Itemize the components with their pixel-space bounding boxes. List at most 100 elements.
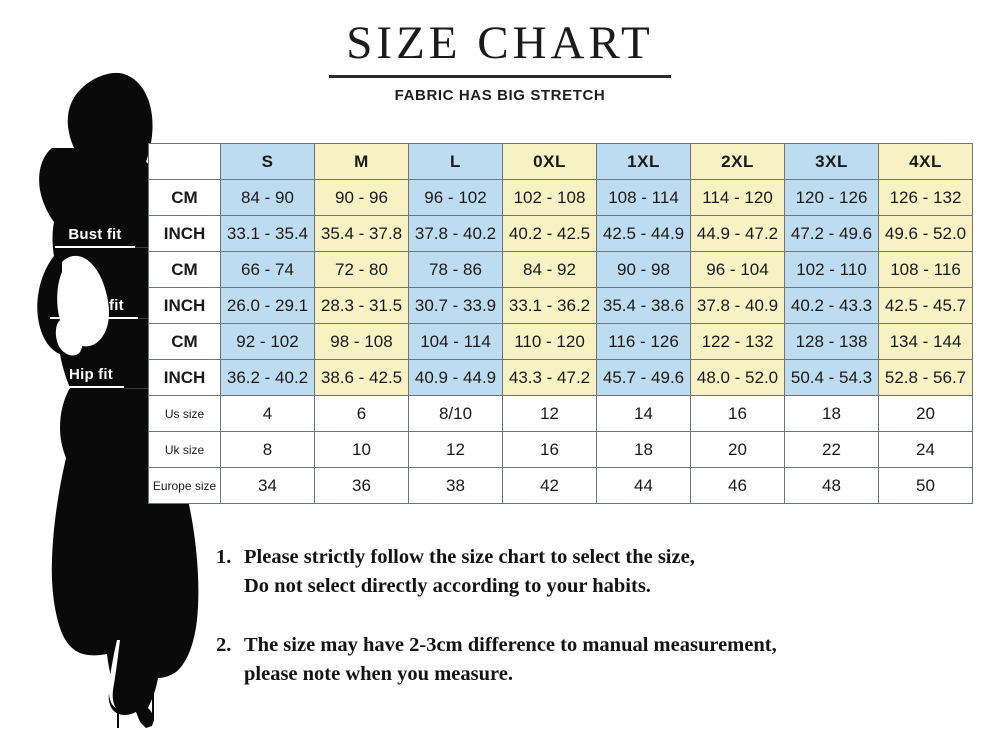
bust-fit-rule (55, 246, 135, 248)
cell-4xl-cm: 108 - 116 (878, 251, 973, 288)
waist-fit-text: Waist fit (64, 297, 124, 314)
cell-l-europe-size: 38 (408, 467, 503, 504)
cell-2xl-inch: 37.8 - 40.9 (690, 287, 785, 324)
cell-l-cm: 96 - 102 (408, 179, 503, 216)
cell-3xl-inch: 40.2 - 43.3 (784, 287, 879, 324)
cell-l-inch: 37.8 - 40.2 (408, 215, 503, 252)
cell-1xl-inch: 42.5 - 44.9 (596, 215, 691, 252)
column-header-m: M (314, 143, 409, 180)
cell-m-cm: 72 - 80 (314, 251, 409, 288)
cell-2xl-cm: 114 - 120 (690, 179, 785, 216)
row-label-inch: INCH (148, 215, 221, 252)
table-row: CM 66 - 74 72 - 80 78 - 86 84 - 92 90 - 98 96 … (148, 251, 973, 288)
cell-3xl-cm: 128 - 138 (784, 323, 879, 360)
cell-3xl-inch: 47.2 - 49.6 (784, 215, 879, 252)
cell-3xl-inch: 50.4 - 54.3 (784, 359, 879, 396)
cell-3xl-cm: 120 - 126 (784, 179, 879, 216)
cell-s-us-size: 4 (220, 395, 315, 432)
cell-3xl-uk-size: 22 (784, 431, 879, 468)
cell-2xl-europe-size: 46 (690, 467, 785, 504)
table-row: Us size 4 6 8/10 12 14 16 18 20 (148, 395, 973, 432)
page-title: SIZE CHART (346, 17, 654, 69)
note-line-1: Please strictly follow the size chart to… (244, 546, 695, 568)
bust-fit-label: Bust fit (55, 226, 135, 248)
cell-l-uk-size: 12 (408, 431, 503, 468)
row-label-us-size: Us size (148, 395, 221, 432)
cell-m-us-size: 6 (314, 395, 409, 432)
cell-m-inch: 28.3 - 31.5 (314, 287, 409, 324)
cell-s-cm: 84 - 90 (220, 179, 315, 216)
cell-0xl-inch: 40.2 - 42.5 (502, 215, 597, 252)
cell-0xl-uk-size: 16 (502, 431, 597, 468)
note-body: Please strictly follow the size chart to… (244, 543, 956, 601)
cell-s-cm: 66 - 74 (220, 251, 315, 288)
cell-m-uk-size: 10 (314, 431, 409, 468)
cell-4xl-inch: 52.8 - 56.7 (878, 359, 973, 396)
cell-m-inch: 38.6 - 42.5 (314, 359, 409, 396)
note-line-1: The size may have 2-3cm difference to ma… (244, 634, 777, 657)
chart-header: SIZE CHART FABRIC HAS BIG STRETCH (325, 18, 675, 104)
cell-4xl-inch: 42.5 - 45.7 (878, 287, 973, 324)
column-header-3xl: 3XL (784, 143, 879, 180)
cell-s-inch: 36.2 - 40.2 (220, 359, 315, 396)
column-header-2xl: 2XL (690, 143, 785, 180)
note-line-2: Do not select directly according to your… (244, 575, 651, 598)
cell-0xl-us-size: 12 (502, 395, 597, 432)
note-line-2: please note when you measure. (244, 663, 513, 686)
size-chart-table: S M L 0XL 1XL 2XL 3XL 4XL CM 84 - 90 90 - 96 96 - 1… (148, 143, 973, 504)
table-row: INCH 26.0 - 29.1 28.3 - 31.5 30.7 - 33.9 33.… (148, 287, 973, 324)
cell-s-inch: 26.0 - 29.1 (220, 287, 315, 324)
page-subtitle: FABRIC HAS BIG STRETCH (394, 86, 606, 104)
cell-1xl-us-size: 14 (596, 395, 691, 432)
cell-2xl-cm: 122 - 132 (690, 323, 785, 360)
cell-l-cm: 104 - 114 (408, 323, 503, 360)
row-label-cm: CM (148, 251, 221, 288)
cell-s-europe-size: 34 (220, 467, 315, 504)
row-label-uk-size: Uk size (148, 431, 221, 468)
cell-1xl-cm: 90 - 98 (596, 251, 691, 288)
cell-2xl-us-size: 16 (690, 395, 785, 432)
cell-l-inch: 40.9 - 44.9 (408, 359, 503, 396)
note-body: The size may have 2-3cm difference to ma… (244, 631, 956, 689)
title-divider (329, 74, 671, 78)
table-row: Uk size 8 10 12 16 18 20 22 24 (148, 431, 973, 468)
cell-0xl-inch: 33.1 - 36.2 (502, 287, 597, 324)
hip-fit-label: Hip fit (58, 366, 124, 388)
cell-4xl-us-size: 20 (878, 395, 973, 432)
waist-fit-label: Waist fit (50, 297, 138, 319)
cell-3xl-us-size: 18 (784, 395, 879, 432)
cell-4xl-uk-size: 24 (878, 431, 973, 468)
table-corner-cell (148, 143, 221, 180)
cell-0xl-cm: 102 - 108 (502, 179, 597, 216)
table-row: CM 92 - 102 98 - 108 104 - 114 110 - 120 116 … (148, 323, 973, 360)
cell-m-inch: 35.4 - 37.8 (314, 215, 409, 252)
column-header-4xl: 4XL (878, 143, 973, 180)
column-header-s: S (220, 143, 315, 180)
hip-fit-rule (58, 386, 124, 388)
cell-1xl-cm: 116 - 126 (596, 323, 691, 360)
cell-1xl-inch: 45.7 - 49.6 (596, 359, 691, 396)
cell-1xl-inch: 35.4 - 38.6 (596, 287, 691, 324)
cell-m-cm: 90 - 96 (314, 179, 409, 216)
hip-fit-text: Hip fit (69, 366, 113, 383)
row-label-inch: INCH (148, 287, 221, 324)
cell-m-cm: 98 - 108 (314, 323, 409, 360)
cell-m-europe-size: 36 (314, 467, 409, 504)
note-item: 1. Please strictly follow the size chart… (216, 543, 956, 601)
table-header-row: S M L 0XL 1XL 2XL 3XL 4XL (148, 143, 973, 180)
table-row: Europe size 34 36 38 42 44 46 48 50 (148, 467, 973, 504)
table-row: INCH 36.2 - 40.2 38.6 - 42.5 40.9 - 44.9 43.… (148, 359, 973, 396)
cell-4xl-inch: 49.6 - 52.0 (878, 215, 973, 252)
cell-1xl-cm: 108 - 114 (596, 179, 691, 216)
cell-l-us-size: 8/10 (408, 395, 503, 432)
cell-l-cm: 78 - 86 (408, 251, 503, 288)
cell-s-cm: 92 - 102 (220, 323, 315, 360)
cell-3xl-europe-size: 48 (784, 467, 879, 504)
note-number: 1. (216, 546, 232, 568)
table-row: INCH 33.1 - 35.4 35.4 - 37.8 37.8 - 40.2 40.… (148, 215, 973, 252)
note-number: 2. (216, 634, 232, 657)
bust-fit-text: Bust fit (68, 226, 122, 243)
cell-1xl-uk-size: 18 (596, 431, 691, 468)
notes-section: 1. Please strictly follow the size chart… (216, 543, 956, 719)
